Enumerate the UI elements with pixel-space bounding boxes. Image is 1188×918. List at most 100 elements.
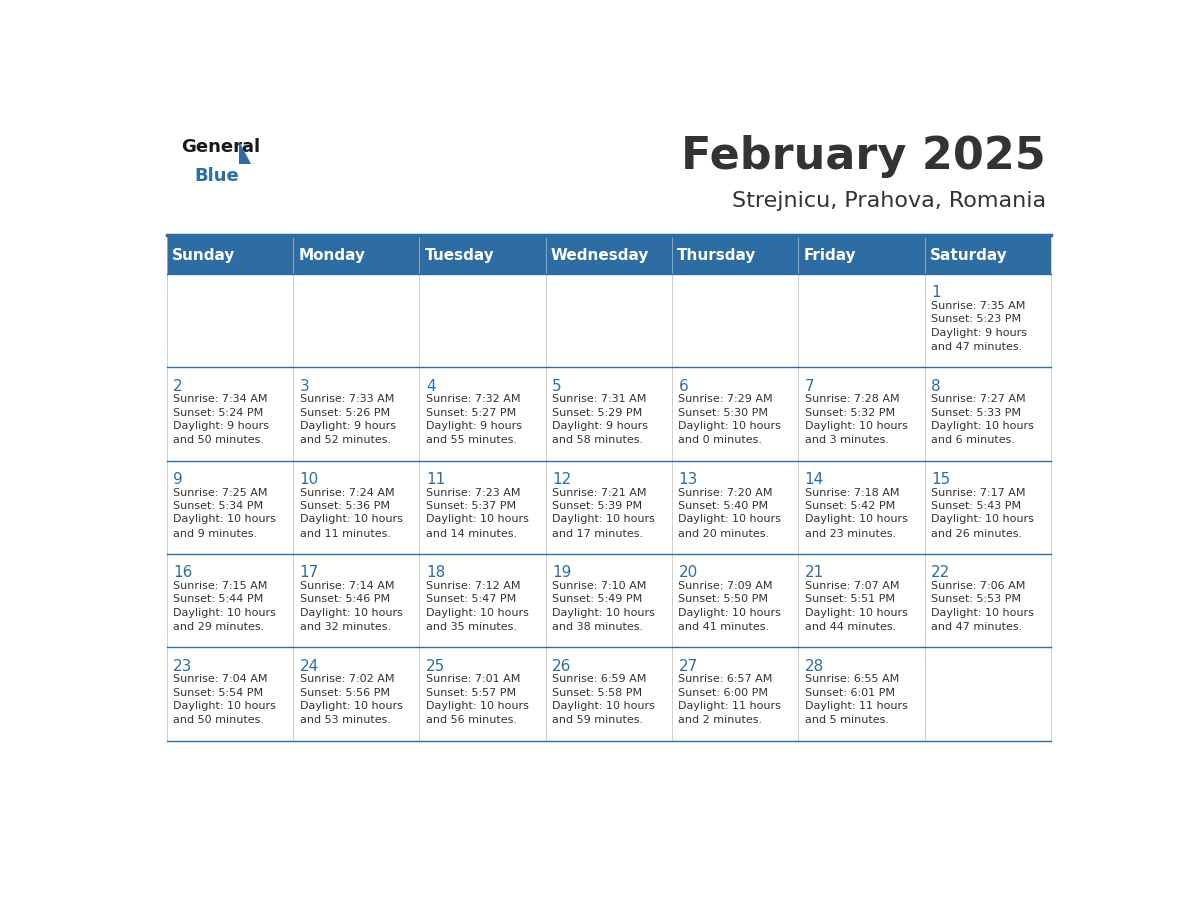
Text: Daylight: 11 hours: Daylight: 11 hours: [804, 701, 908, 711]
Text: 19: 19: [552, 565, 571, 580]
Text: Daylight: 10 hours: Daylight: 10 hours: [299, 514, 403, 524]
Text: Sunrise: 7:10 AM: Sunrise: 7:10 AM: [552, 581, 646, 591]
Text: and 5 minutes.: and 5 minutes.: [804, 715, 889, 725]
Text: Daylight: 10 hours: Daylight: 10 hours: [173, 701, 277, 711]
Text: February 2025: February 2025: [682, 135, 1047, 178]
Text: 25: 25: [425, 659, 446, 674]
Text: Sunset: 5:44 PM: Sunset: 5:44 PM: [173, 594, 264, 604]
Text: Daylight: 9 hours: Daylight: 9 hours: [299, 421, 396, 431]
Text: Sunrise: 7:28 AM: Sunrise: 7:28 AM: [804, 395, 899, 404]
Text: and 47 minutes.: and 47 minutes.: [931, 342, 1022, 352]
Text: Sunset: 5:26 PM: Sunset: 5:26 PM: [299, 408, 390, 418]
Text: Monday: Monday: [298, 248, 365, 263]
Text: Sunset: 5:37 PM: Sunset: 5:37 PM: [425, 501, 516, 511]
Text: Friday: Friday: [803, 248, 855, 263]
Text: and 32 minutes.: and 32 minutes.: [299, 621, 391, 632]
Text: 5: 5: [552, 379, 562, 394]
Text: and 2 minutes.: and 2 minutes.: [678, 715, 763, 725]
Text: Sunrise: 6:59 AM: Sunrise: 6:59 AM: [552, 674, 646, 684]
Text: Sunset: 5:58 PM: Sunset: 5:58 PM: [552, 688, 643, 698]
Text: and 26 minutes.: and 26 minutes.: [931, 529, 1022, 539]
Text: Daylight: 10 hours: Daylight: 10 hours: [931, 514, 1034, 524]
Text: Sunrise: 6:55 AM: Sunrise: 6:55 AM: [804, 674, 899, 684]
Text: Sunrise: 7:21 AM: Sunrise: 7:21 AM: [552, 487, 646, 498]
Text: Daylight: 10 hours: Daylight: 10 hours: [931, 421, 1034, 431]
Text: Sunset: 5:43 PM: Sunset: 5:43 PM: [931, 501, 1022, 511]
Text: Daylight: 9 hours: Daylight: 9 hours: [173, 421, 270, 431]
Text: 6: 6: [678, 379, 688, 394]
Text: Sunrise: 7:32 AM: Sunrise: 7:32 AM: [425, 395, 520, 404]
Text: and 3 minutes.: and 3 minutes.: [804, 435, 889, 445]
Text: Sunrise: 7:29 AM: Sunrise: 7:29 AM: [678, 395, 773, 404]
Text: Sunset: 5:47 PM: Sunset: 5:47 PM: [425, 594, 516, 604]
Text: Sunset: 5:24 PM: Sunset: 5:24 PM: [173, 408, 264, 418]
Polygon shape: [239, 140, 251, 164]
Text: Sunrise: 7:33 AM: Sunrise: 7:33 AM: [299, 395, 394, 404]
Text: 17: 17: [299, 565, 318, 580]
Text: 15: 15: [931, 472, 950, 487]
Text: and 23 minutes.: and 23 minutes.: [804, 529, 896, 539]
Text: Saturday: Saturday: [929, 248, 1007, 263]
Bar: [166, 461, 1051, 554]
Text: 12: 12: [552, 472, 571, 487]
Text: Sunrise: 7:24 AM: Sunrise: 7:24 AM: [299, 487, 394, 498]
Text: and 56 minutes.: and 56 minutes.: [425, 715, 517, 725]
Text: Sunrise: 7:27 AM: Sunrise: 7:27 AM: [931, 395, 1025, 404]
Text: and 14 minutes.: and 14 minutes.: [425, 529, 517, 539]
Text: Daylight: 10 hours: Daylight: 10 hours: [425, 701, 529, 711]
Text: Sunset: 5:32 PM: Sunset: 5:32 PM: [804, 408, 895, 418]
Text: Daylight: 10 hours: Daylight: 10 hours: [678, 608, 782, 618]
Text: Sunset: 5:33 PM: Sunset: 5:33 PM: [931, 408, 1020, 418]
Text: Sunset: 5:40 PM: Sunset: 5:40 PM: [678, 501, 769, 511]
Text: Sunrise: 7:17 AM: Sunrise: 7:17 AM: [931, 487, 1025, 498]
Text: 10: 10: [299, 472, 318, 487]
Bar: [166, 367, 1051, 461]
Text: Sunrise: 7:04 AM: Sunrise: 7:04 AM: [173, 674, 267, 684]
Text: and 17 minutes.: and 17 minutes.: [552, 529, 643, 539]
Text: Sunset: 5:36 PM: Sunset: 5:36 PM: [299, 501, 390, 511]
Text: Sunrise: 7:12 AM: Sunrise: 7:12 AM: [425, 581, 520, 591]
Text: 7: 7: [804, 379, 814, 394]
Text: 22: 22: [931, 565, 950, 580]
Text: 18: 18: [425, 565, 446, 580]
Text: and 38 minutes.: and 38 minutes.: [552, 621, 643, 632]
Text: Daylight: 10 hours: Daylight: 10 hours: [931, 608, 1034, 618]
Text: Sunrise: 7:07 AM: Sunrise: 7:07 AM: [804, 581, 899, 591]
Text: Sunset: 5:27 PM: Sunset: 5:27 PM: [425, 408, 516, 418]
Text: Sunrise: 7:31 AM: Sunrise: 7:31 AM: [552, 395, 646, 404]
Text: 8: 8: [931, 379, 941, 394]
Text: Sunset: 5:46 PM: Sunset: 5:46 PM: [299, 594, 390, 604]
Text: Blue: Blue: [195, 167, 239, 185]
Text: Sunset: 5:30 PM: Sunset: 5:30 PM: [678, 408, 769, 418]
Text: Sunset: 5:57 PM: Sunset: 5:57 PM: [425, 688, 516, 698]
Text: Daylight: 10 hours: Daylight: 10 hours: [804, 608, 908, 618]
Text: Daylight: 9 hours: Daylight: 9 hours: [931, 328, 1026, 338]
Text: and 44 minutes.: and 44 minutes.: [804, 621, 896, 632]
Text: and 6 minutes.: and 6 minutes.: [931, 435, 1015, 445]
Text: 3: 3: [299, 379, 309, 394]
Text: and 55 minutes.: and 55 minutes.: [425, 435, 517, 445]
Text: Sunset: 5:56 PM: Sunset: 5:56 PM: [299, 688, 390, 698]
Text: and 0 minutes.: and 0 minutes.: [678, 435, 763, 445]
Bar: [166, 238, 1051, 274]
Text: Daylight: 10 hours: Daylight: 10 hours: [173, 514, 277, 524]
Text: Daylight: 10 hours: Daylight: 10 hours: [678, 421, 782, 431]
Text: and 53 minutes.: and 53 minutes.: [299, 715, 391, 725]
Text: Sunrise: 7:02 AM: Sunrise: 7:02 AM: [299, 674, 394, 684]
Text: 13: 13: [678, 472, 697, 487]
Text: 24: 24: [299, 659, 318, 674]
Text: Sunrise: 7:23 AM: Sunrise: 7:23 AM: [425, 487, 520, 498]
Text: Daylight: 10 hours: Daylight: 10 hours: [804, 514, 908, 524]
Bar: [166, 647, 1051, 741]
Text: Sunset: 5:50 PM: Sunset: 5:50 PM: [678, 594, 769, 604]
Text: 2: 2: [173, 379, 183, 394]
Text: Sunrise: 7:15 AM: Sunrise: 7:15 AM: [173, 581, 267, 591]
Text: and 11 minutes.: and 11 minutes.: [299, 529, 391, 539]
Text: Sunset: 5:54 PM: Sunset: 5:54 PM: [173, 688, 264, 698]
Text: and 50 minutes.: and 50 minutes.: [173, 435, 265, 445]
Text: Sunset: 5:34 PM: Sunset: 5:34 PM: [173, 501, 264, 511]
Text: and 9 minutes.: and 9 minutes.: [173, 529, 258, 539]
Text: Daylight: 10 hours: Daylight: 10 hours: [678, 514, 782, 524]
Text: 14: 14: [804, 472, 824, 487]
Bar: [166, 274, 1051, 367]
